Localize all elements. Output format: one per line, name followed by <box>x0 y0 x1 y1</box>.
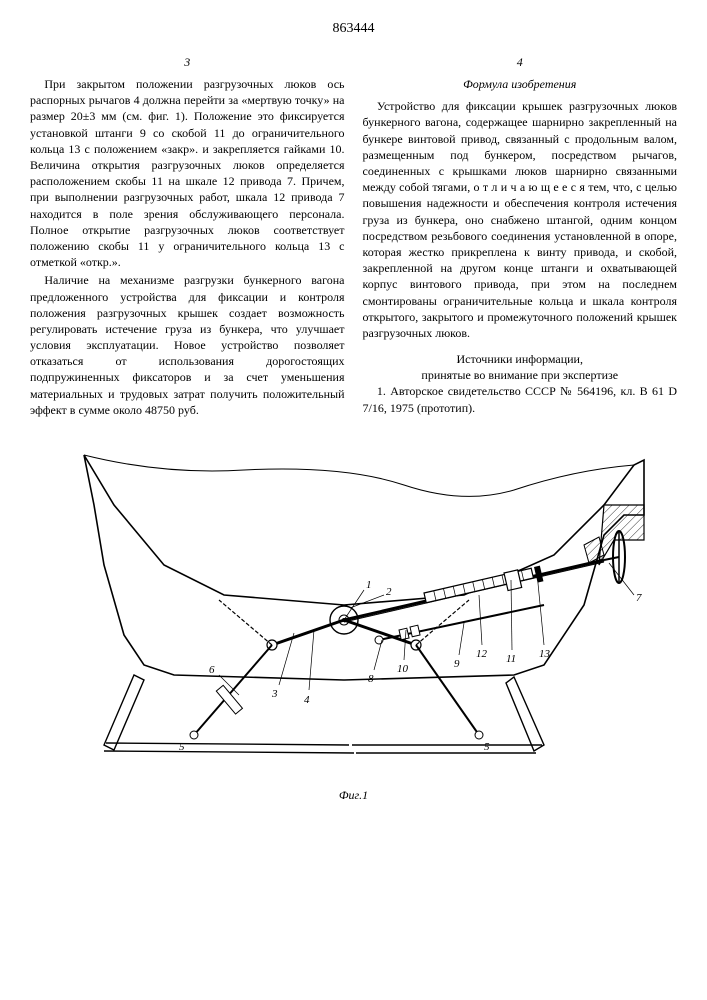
svg-text:9: 9 <box>454 658 460 670</box>
svg-text:6: 6 <box>209 664 215 676</box>
figure-label: Фиг.1 <box>30 787 677 803</box>
svg-text:8: 8 <box>368 673 374 685</box>
patent-number: 863444 <box>30 20 677 39</box>
text-columns: 3 При закрытом положении разгрузочных лю… <box>30 54 677 420</box>
right-column: 4 Формула изобретения Устройство для фик… <box>363 54 678 420</box>
svg-text:2: 2 <box>386 586 392 598</box>
col-num-left: 3 <box>30 54 345 70</box>
claim-text: Устройство для фиксации крышек разгрузоч… <box>363 98 678 341</box>
svg-text:12: 12 <box>476 648 488 660</box>
svg-text:7: 7 <box>636 592 642 604</box>
left-p2: Наличие на механизме разгрузки бункерног… <box>30 272 345 418</box>
svg-text:5: 5 <box>484 741 490 753</box>
svg-text:1: 1 <box>366 579 372 591</box>
figure-svg: 1 2 3 4 5 5 6 7 8 9 10 <box>44 445 664 785</box>
ref1: 1. Авторское свидетельство СССР № 564196… <box>363 383 678 415</box>
left-p1: При закрытом положении разгрузочных люко… <box>30 76 345 270</box>
col-num-right: 4 <box>363 54 678 70</box>
svg-text:13: 13 <box>539 648 551 660</box>
svg-text:5: 5 <box>179 741 185 753</box>
svg-text:11: 11 <box>506 653 516 665</box>
left-column: 3 При закрытом положении разгрузочных лю… <box>30 54 345 420</box>
svg-text:4: 4 <box>304 694 310 706</box>
claim-heading: Формула изобретения <box>363 76 678 92</box>
refs-heading: Источники информации, принятые во вниман… <box>363 351 678 383</box>
figure-1: 1 2 3 4 5 5 6 7 8 9 10 <box>30 445 677 803</box>
svg-text:3: 3 <box>271 688 278 700</box>
svg-text:10: 10 <box>397 663 409 675</box>
